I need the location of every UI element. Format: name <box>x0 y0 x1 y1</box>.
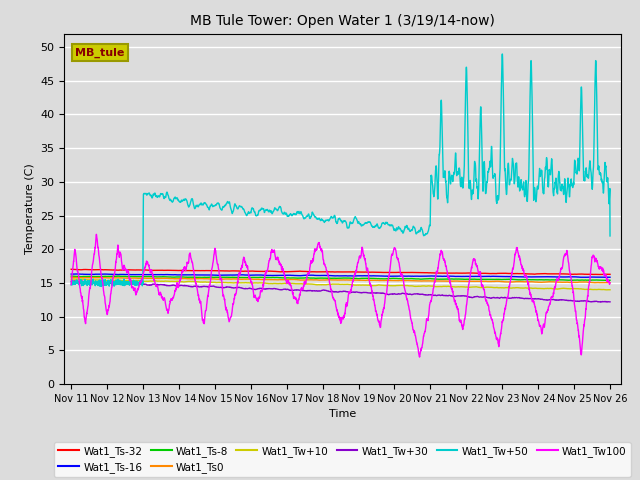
Wat1_Ts-8 <box>129 274 137 279</box>
Wat1_Tw100 <box>538 331 545 337</box>
Wat1_Tw100 <box>67 282 75 288</box>
Wat1_Ts-8 <box>596 277 604 283</box>
Wat1_Ts-16 <box>161 272 168 277</box>
Line: Wat1_Ts-32: Wat1_Ts-32 <box>71 269 610 275</box>
Wat1_Tw100 <box>161 297 168 303</box>
Wat1_Ts-8 <box>274 275 282 280</box>
Wat1_Tw100 <box>129 285 137 290</box>
Wat1_Ts0 <box>298 277 305 283</box>
Wat1_Tw+30 <box>538 296 545 302</box>
Wat1_Tw+10 <box>274 281 282 287</box>
Wat1_Ts-32 <box>596 272 604 277</box>
Wat1_Tw+50 <box>274 207 282 213</box>
Wat1_Ts-32 <box>274 269 282 275</box>
Wat1_Tw+50 <box>606 233 614 239</box>
Wat1_Tw+50 <box>129 281 137 287</box>
Wat1_Tw+30 <box>161 282 168 288</box>
Wat1_Ts-32 <box>606 272 614 277</box>
Wat1_Ts0 <box>591 280 598 286</box>
Wat1_Ts-16 <box>538 274 545 280</box>
Wat1_Tw+10 <box>298 281 305 287</box>
Wat1_Ts-32 <box>67 266 75 272</box>
Wat1_Tw+30 <box>67 278 75 284</box>
Wat1_Ts-16 <box>580 275 588 280</box>
Line: Wat1_Tw+30: Wat1_Tw+30 <box>71 281 610 302</box>
Wat1_Tw+30 <box>606 299 614 305</box>
Line: Wat1_Tw+50: Wat1_Tw+50 <box>71 54 610 287</box>
Wat1_Tw100 <box>298 286 305 291</box>
Wat1_Ts0 <box>129 275 137 281</box>
Wat1_Ts-16 <box>74 271 82 277</box>
Wat1_Tw+50 <box>67 282 75 288</box>
Legend: Wat1_Ts-32, Wat1_Ts-16, Wat1_Ts-8, Wat1_Ts0, Wat1_Tw+10, Wat1_Tw+30, Wat1_Tw+50,: Wat1_Ts-32, Wat1_Ts-16, Wat1_Ts-8, Wat1_… <box>54 442 630 477</box>
Wat1_Ts-8 <box>538 277 545 283</box>
Wat1_Ts-8 <box>564 277 572 283</box>
Line: Wat1_Tw+10: Wat1_Tw+10 <box>71 279 610 290</box>
Wat1_Tw100 <box>596 266 604 272</box>
Wat1_Ts-32 <box>129 267 136 273</box>
Wat1_Tw+30 <box>274 287 282 292</box>
Wat1_Tw+30 <box>71 278 79 284</box>
Wat1_Ts-8 <box>67 273 75 279</box>
Wat1_Tw100 <box>93 231 100 237</box>
Wat1_Ts-16 <box>67 271 75 277</box>
Wat1_Ts-32 <box>298 268 305 274</box>
Text: MB_tule: MB_tule <box>75 48 125 58</box>
Wat1_Tw+10 <box>606 287 614 293</box>
Wat1_Ts-16 <box>129 272 137 277</box>
Wat1_Ts0 <box>596 280 604 286</box>
Wat1_Tw+10 <box>596 287 604 292</box>
Wat1_Ts-32 <box>161 267 168 273</box>
Wat1_Tw+30 <box>298 287 305 293</box>
Wat1_Ts0 <box>606 280 614 286</box>
Wat1_Tw+50 <box>298 210 305 216</box>
Wat1_Tw+30 <box>129 281 137 287</box>
Title: MB Tule Tower: Open Water 1 (3/19/14-now): MB Tule Tower: Open Water 1 (3/19/14-now… <box>190 14 495 28</box>
Wat1_Tw+10 <box>67 276 75 282</box>
Wat1_Ts-8 <box>161 274 168 280</box>
Wat1_Tw100 <box>606 280 614 286</box>
Wat1_Tw+50 <box>97 284 105 289</box>
Wat1_Tw+10 <box>538 286 545 291</box>
Line: Wat1_Ts-8: Wat1_Ts-8 <box>71 276 610 280</box>
Wat1_Ts-16 <box>298 273 305 278</box>
Wat1_Tw+10 <box>602 287 609 293</box>
Wat1_Tw+50 <box>538 168 545 174</box>
Wat1_Ts0 <box>161 276 168 281</box>
Wat1_Ts-16 <box>596 274 604 280</box>
Wat1_Tw+10 <box>161 278 168 284</box>
Wat1_Ts-32 <box>595 272 603 277</box>
Wat1_Ts-8 <box>68 273 76 279</box>
Wat1_Tw+10 <box>69 276 77 282</box>
Wat1_Tw+50 <box>499 51 506 57</box>
Wat1_Ts0 <box>274 277 282 283</box>
X-axis label: Time: Time <box>329 409 356 419</box>
Wat1_Tw100 <box>274 255 282 261</box>
Line: Wat1_Ts0: Wat1_Ts0 <box>71 277 610 283</box>
Wat1_Tw+30 <box>596 299 604 305</box>
Wat1_Ts-32 <box>538 271 545 276</box>
Wat1_Ts-16 <box>274 273 282 278</box>
Wat1_Tw+50 <box>596 170 604 176</box>
Wat1_Ts-16 <box>606 275 614 280</box>
Wat1_Ts-8 <box>298 275 305 281</box>
Wat1_Tw+30 <box>598 299 605 305</box>
Wat1_Tw100 <box>415 354 423 360</box>
Line: Wat1_Ts-16: Wat1_Ts-16 <box>71 274 610 277</box>
Wat1_Ts-8 <box>606 277 614 283</box>
Wat1_Ts0 <box>538 279 545 285</box>
Wat1_Ts0 <box>67 275 75 280</box>
Y-axis label: Temperature (C): Temperature (C) <box>24 163 35 254</box>
Wat1_Ts0 <box>71 275 79 280</box>
Line: Wat1_Tw100: Wat1_Tw100 <box>71 234 610 357</box>
Wat1_Tw+10 <box>129 278 137 284</box>
Wat1_Tw+50 <box>161 194 168 200</box>
